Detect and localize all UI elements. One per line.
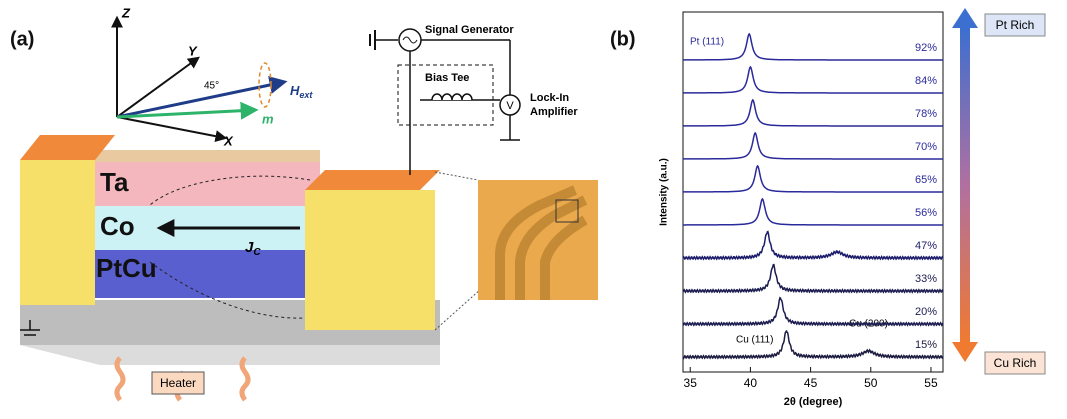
peak-marker	[868, 350, 870, 352]
zoom-line	[435, 172, 478, 180]
xrd-trace	[683, 67, 943, 93]
heater-label: Heater	[160, 376, 196, 390]
panel-label: (a)	[10, 28, 34, 50]
peak-marker	[750, 66, 752, 68]
arrow-head	[952, 8, 978, 28]
xrd-trace	[683, 166, 943, 192]
layer-label: PtCu	[96, 253, 157, 283]
series-label: 33%	[915, 273, 937, 285]
x-tick-label: 45	[804, 376, 818, 390]
pillar-top	[305, 170, 440, 190]
peak-marker	[772, 264, 774, 266]
xrd-trace	[683, 332, 943, 358]
xrd-trace	[683, 265, 943, 293]
series-label: 20%	[915, 306, 937, 318]
circuit-label: V	[506, 100, 514, 112]
xrd-trace	[683, 133, 943, 159]
xrd-trace	[683, 232, 943, 259]
series-label: 47%	[915, 240, 937, 252]
series-label: 15%	[915, 339, 937, 351]
x-tick-label: 35	[684, 376, 698, 390]
panel-label: (b)	[610, 28, 636, 50]
axis-label: Y	[188, 43, 198, 58]
xrd-trace	[683, 199, 943, 225]
ta-layer	[95, 160, 320, 206]
composition-label: Cu Rich	[994, 356, 1037, 370]
series-label: 70%	[915, 141, 937, 153]
series-label: 56%	[915, 207, 937, 219]
inductor	[432, 94, 472, 100]
m-label: m	[262, 111, 274, 126]
panel-a: (a) Z Y X 45° Hext m Ta Co PtCu JC	[10, 5, 598, 400]
series-label: 92%	[915, 42, 937, 54]
xrd-trace	[683, 298, 943, 325]
peak-marker	[754, 132, 756, 134]
composition-arrow	[960, 25, 970, 345]
y-axis-label: Intensity (a.u.)	[659, 158, 670, 226]
axis-label: X	[223, 133, 234, 148]
peak-marker	[786, 330, 788, 332]
peak-marker	[780, 297, 782, 299]
field-label: Hext	[290, 83, 313, 100]
xrd-trace	[683, 100, 943, 126]
series-label: 65%	[915, 174, 937, 186]
peak-marker	[766, 231, 768, 233]
annotation: Pt (111)	[690, 37, 724, 48]
pillar-right	[305, 190, 435, 330]
series-label: 78%	[915, 108, 937, 120]
axis-label: Z	[121, 5, 131, 20]
layer-label: Ta	[100, 167, 129, 197]
x-tick-label: 50	[864, 376, 878, 390]
peak-marker	[752, 99, 754, 101]
circuit-label: Amplifier	[530, 106, 578, 118]
field-sub: ext	[299, 90, 313, 100]
peak-marker	[748, 33, 750, 35]
figure: (a) Z Y X 45° Hext m Ta Co PtCu JC	[0, 0, 1067, 414]
layer-label: Co	[100, 211, 135, 241]
arrow-head	[952, 342, 978, 362]
layer-top	[95, 150, 320, 162]
peak-marker	[762, 198, 764, 200]
circuit-label: Bias Tee	[425, 72, 469, 84]
peak-marker	[836, 251, 838, 253]
composition-label: Pt Rich	[996, 18, 1035, 32]
current-sub: C	[253, 247, 261, 258]
series-label: 84%	[915, 75, 937, 87]
annotation: Cu (111)	[736, 335, 773, 346]
circuit-label: Signal Generator	[425, 24, 514, 36]
x-axis-label: 2θ (degree)	[784, 396, 843, 408]
angle-label: 45°	[204, 81, 219, 92]
circuit-label: Lock-In	[530, 92, 569, 104]
panel-b: (b) Pt Rich Cu Rich 2θ (degree) Intensit…	[610, 8, 1045, 408]
substrate-side	[20, 345, 440, 365]
x-tick-label: 40	[744, 376, 758, 390]
x-tick-label: 55	[924, 376, 938, 390]
axis-x	[117, 117, 225, 138]
peak-marker	[757, 165, 759, 167]
pillar-left	[20, 160, 95, 305]
